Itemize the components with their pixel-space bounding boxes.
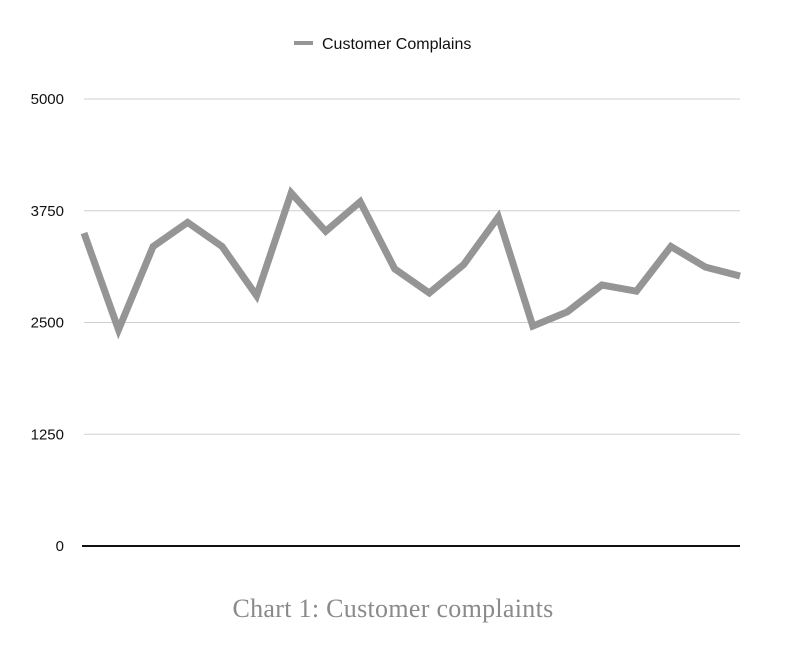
grid-lines	[84, 98, 740, 435]
y-tick-label: 5000	[31, 91, 64, 108]
series-line	[80, 186, 741, 340]
legend: Customer Complains	[294, 36, 471, 53]
series-layer	[80, 186, 741, 340]
line-chart: 0 1250 2500 3750 5000 Customer Complains	[31, 36, 741, 555]
y-axis-tick-labels: 0 1250 2500 3750 5000	[31, 91, 64, 555]
chart-caption: Chart 1: Customer complaints	[232, 594, 554, 623]
y-tick-label: 1250	[31, 426, 64, 443]
y-tick-label: 2500	[31, 315, 64, 332]
y-tick-label: 3750	[31, 203, 64, 220]
y-tick-label: 0	[56, 538, 64, 555]
legend-label: Customer Complains	[322, 36, 471, 53]
